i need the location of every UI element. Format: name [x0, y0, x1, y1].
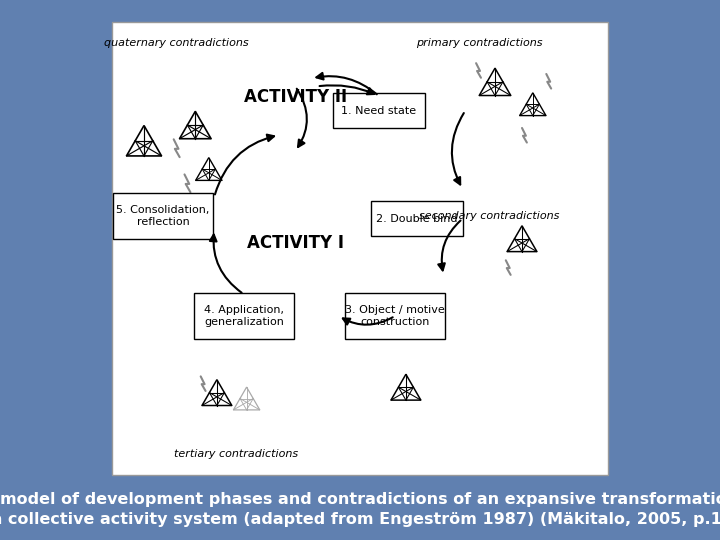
FancyArrowPatch shape [452, 113, 464, 185]
Text: primary contradictions: primary contradictions [415, 38, 542, 48]
FancyBboxPatch shape [112, 22, 608, 475]
Text: 5. Consolidation,
reflection: 5. Consolidation, reflection [116, 205, 210, 227]
FancyArrowPatch shape [320, 85, 374, 94]
FancyArrowPatch shape [215, 134, 274, 194]
Text: tertiary contradictions: tertiary contradictions [174, 449, 298, 458]
FancyArrowPatch shape [210, 234, 242, 293]
Text: 1. Need state: 1. Need state [341, 106, 416, 116]
Text: A model of development phases and contradictions of an expansive transformation: A model of development phases and contra… [0, 492, 720, 507]
Text: ACTIVITY II: ACTIVITY II [243, 88, 347, 106]
FancyBboxPatch shape [345, 293, 445, 339]
FancyArrowPatch shape [438, 220, 461, 271]
Text: 2. Double bind: 2. Double bind [376, 214, 457, 224]
Text: 4. Application,
generalization: 4. Application, generalization [204, 305, 284, 327]
Text: ACTIVITY I: ACTIVITY I [247, 234, 343, 252]
FancyBboxPatch shape [194, 293, 294, 339]
FancyArrowPatch shape [297, 89, 307, 147]
Text: 3. Object / motive
construction: 3. Object / motive construction [345, 305, 445, 327]
Text: secondary contradictions: secondary contradictions [420, 211, 559, 221]
FancyArrowPatch shape [316, 73, 377, 94]
Text: quaternary contradictions: quaternary contradictions [104, 38, 248, 48]
FancyBboxPatch shape [333, 93, 425, 128]
FancyArrowPatch shape [343, 318, 392, 325]
FancyBboxPatch shape [371, 201, 463, 237]
Text: of a collective activity system (adapted from Engeström 1987) (Mäkitalo, 2005, p: of a collective activity system (adapted… [0, 512, 720, 527]
FancyBboxPatch shape [113, 193, 213, 239]
